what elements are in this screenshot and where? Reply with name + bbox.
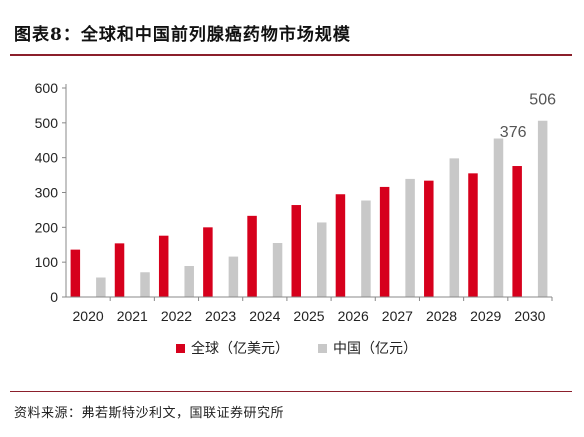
bar-china xyxy=(317,222,327,297)
y-tick-label: 600 xyxy=(35,80,59,96)
x-tick-label: 2022 xyxy=(161,308,192,324)
bar-global xyxy=(114,243,125,297)
bar-china xyxy=(96,277,106,297)
bar-global xyxy=(468,173,478,297)
bar-global xyxy=(291,205,301,297)
chart-title: 图表8：全球和中国前列腺癌药物市场规模 xyxy=(14,25,351,45)
y-tick-label: 500 xyxy=(35,115,59,131)
bar-global xyxy=(158,235,169,297)
y-tick-label: 100 xyxy=(35,254,59,270)
y-tick-label: 300 xyxy=(35,185,59,201)
data-label-global: 376 xyxy=(500,124,527,141)
bar-global xyxy=(424,180,434,297)
footer-rule xyxy=(10,391,572,392)
title-rule xyxy=(10,54,572,56)
bar-china xyxy=(140,272,150,297)
bar-china xyxy=(537,120,548,297)
data-label-china: 506 xyxy=(529,92,556,109)
x-tick-label: 2028 xyxy=(426,308,457,324)
bar-china xyxy=(184,265,194,297)
x-tick-label: 2026 xyxy=(338,308,369,324)
x-tick-label: 2021 xyxy=(117,308,148,324)
x-tick-label: 2020 xyxy=(73,308,104,324)
bar-china xyxy=(449,158,460,297)
x-tick-label: 2025 xyxy=(293,308,324,324)
bar-global xyxy=(70,249,81,297)
bars xyxy=(70,120,548,297)
bar-global xyxy=(379,186,390,297)
legend-china-label: 中国（亿元） xyxy=(333,340,417,356)
y-tick-label: 200 xyxy=(35,219,59,235)
y-tick-label: 0 xyxy=(50,289,58,305)
x-axis: 2020 2021 2022 2023 2024 2025 2026 2027 2028 2029… xyxy=(66,296,553,324)
bar-china xyxy=(272,243,283,297)
bar-global xyxy=(335,194,346,297)
bar-china xyxy=(405,178,415,297)
bar-global xyxy=(203,227,213,297)
legend-global-swatch xyxy=(176,344,185,353)
bar-china xyxy=(361,200,371,297)
bar-global xyxy=(247,215,257,297)
x-tick-label: 2024 xyxy=(249,308,280,324)
bar-china xyxy=(228,256,239,297)
y-tick-label: 400 xyxy=(35,150,59,166)
x-tick-label: 2027 xyxy=(382,308,413,324)
x-tick-label: 2030 xyxy=(514,308,545,324)
bar-chart: 0 100 200 300 400 500 600 2020 2021 2022 2023 2024… xyxy=(35,80,556,356)
source-note: 资料来源：弗若斯特沙利文，国联证券研究所 xyxy=(14,406,285,421)
x-tick-label: 2029 xyxy=(470,308,501,324)
legend-china-swatch xyxy=(318,344,327,353)
bar-global xyxy=(512,166,522,297)
legend-global-label: 全球（亿美元） xyxy=(191,340,289,356)
bar-china xyxy=(493,138,504,297)
legend: 全球（亿美元） 中国（亿元） xyxy=(176,340,417,356)
x-tick-label: 2023 xyxy=(205,308,236,324)
y-axis: 0 100 200 300 400 500 600 xyxy=(35,80,67,305)
